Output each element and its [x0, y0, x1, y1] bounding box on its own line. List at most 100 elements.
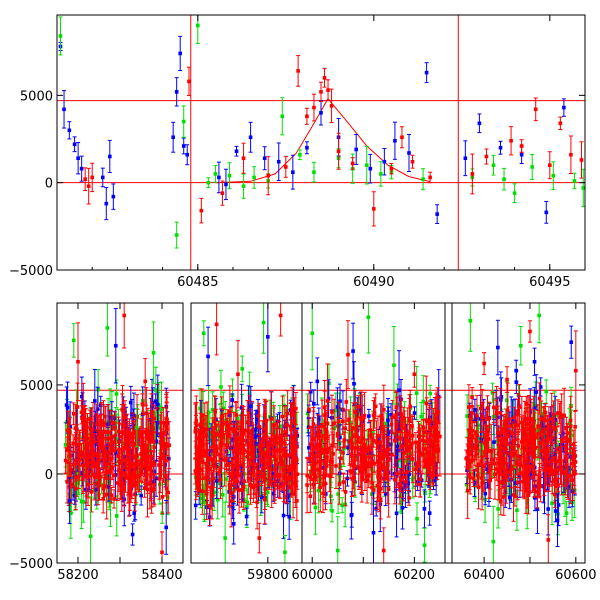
data-point: [544, 210, 549, 215]
data-point-red: [509, 126, 514, 156]
data-point-red: [235, 438, 240, 460]
data-point: [65, 428, 70, 433]
data-point: [133, 480, 138, 485]
data-point: [272, 474, 277, 479]
data-point-red: [428, 171, 433, 184]
data-point-blue: [319, 100, 323, 126]
data-point: [93, 456, 97, 461]
data-point: [129, 400, 133, 405]
data-point: [67, 444, 72, 449]
data-point-red: [519, 139, 524, 153]
data-point: [209, 485, 213, 490]
data-point: [217, 464, 221, 469]
data-point: [207, 467, 211, 471]
data-point: [269, 447, 274, 451]
data-point-red: [208, 486, 213, 526]
data-point: [151, 400, 155, 405]
data-point: [291, 170, 295, 174]
data-point: [562, 105, 566, 110]
data-point: [137, 473, 142, 478]
data-point: [88, 441, 93, 446]
data-point: [235, 465, 240, 470]
data-point: [81, 477, 85, 482]
data-point: [581, 186, 585, 190]
data-point: [149, 433, 154, 437]
data-point: [120, 471, 125, 475]
data-point: [108, 500, 113, 505]
data-point-blue: [76, 142, 81, 175]
data-point: [164, 458, 168, 463]
data-point: [140, 437, 145, 442]
data-point: [242, 479, 247, 483]
data-point-red: [319, 81, 323, 102]
data-point: [199, 435, 204, 440]
data-point: [140, 447, 145, 452]
x-tick-label: 60485: [177, 275, 218, 290]
data-point-blue: [544, 201, 549, 224]
data-point: [210, 407, 215, 412]
data-point: [245, 450, 250, 454]
data-point: [145, 458, 149, 462]
data-point: [109, 493, 114, 497]
data-point: [285, 423, 289, 427]
data-point-red: [73, 458, 78, 497]
data-point-blue: [171, 121, 176, 153]
data-point: [340, 503, 344, 508]
data-point: [312, 105, 316, 110]
data-point-red: [120, 450, 125, 496]
data-point: [80, 394, 84, 399]
data-point: [129, 473, 133, 478]
data-point-red: [268, 438, 273, 486]
data-point: [275, 440, 280, 445]
data-point-red: [484, 148, 489, 165]
data-point: [296, 69, 300, 73]
data-point: [241, 428, 246, 432]
data-point: [210, 493, 214, 498]
data-point-red: [213, 408, 218, 442]
data-point-red: [568, 135, 573, 174]
data-point-blue: [382, 147, 387, 176]
data-point: [198, 422, 203, 427]
data-point-red: [151, 421, 156, 462]
data-point-blue: [463, 140, 468, 177]
data-point: [212, 463, 216, 468]
data-point: [484, 154, 489, 159]
data-point: [393, 138, 397, 143]
data-point: [289, 485, 293, 489]
data-point: [152, 487, 157, 492]
data-point: [104, 476, 108, 480]
data-point: [579, 158, 584, 162]
data-point-red: [240, 405, 245, 440]
data-point-blue: [216, 161, 221, 194]
data-point-green: [227, 162, 232, 190]
data-point: [233, 446, 237, 451]
data-point-red: [232, 471, 237, 493]
data-point: [198, 496, 203, 501]
data-point-green: [421, 168, 426, 191]
y-tick-label: 0: [45, 177, 53, 192]
top-panel: −5000 0 5000 60485 60490 60495: [9, 14, 586, 290]
data-point: [227, 433, 231, 438]
data-point: [69, 482, 74, 487]
data-point: [81, 409, 86, 413]
data-point: [164, 486, 169, 491]
data-point: [210, 430, 214, 435]
data-point-blue: [111, 183, 116, 210]
data-point: [199, 208, 204, 213]
data-point: [162, 444, 166, 449]
data-point: [477, 121, 482, 126]
data-point-red: [217, 455, 222, 490]
data-point-red: [95, 416, 100, 431]
data-point-red: [220, 180, 225, 206]
data-point: [81, 500, 86, 504]
data-point: [211, 457, 215, 462]
data-point: [502, 177, 506, 181]
data-point: [117, 468, 121, 472]
data-point: [159, 455, 163, 460]
data-point-blue: [100, 167, 105, 188]
data-point-green: [297, 149, 302, 161]
data-point-red: [242, 459, 247, 503]
data-point-red: [110, 414, 115, 431]
data-point: [219, 429, 224, 434]
data-point: [512, 191, 517, 195]
